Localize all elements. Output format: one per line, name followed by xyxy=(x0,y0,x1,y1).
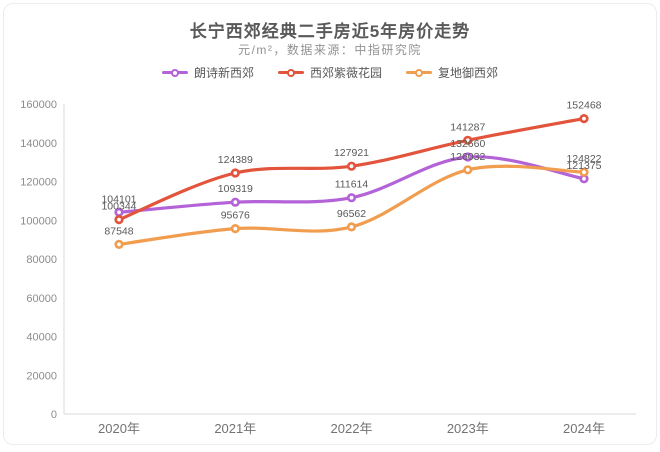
legend-item-2[interactable]: 西郊紫薇花园 xyxy=(277,64,382,81)
data-point-label: 109319 xyxy=(218,183,253,195)
data-point-label: 127921 xyxy=(334,147,369,159)
data-point-center xyxy=(582,116,586,121)
chart-card: 长宁西郊经典二手房近5年房价走势 元/m²，数据来源：中指研究院 朗诗新西郊 西郊… xyxy=(3,3,657,445)
data-point-center xyxy=(349,195,354,200)
data-point-label: 100344 xyxy=(101,201,136,213)
legend-item-3[interactable]: 复地御西郊 xyxy=(406,64,498,81)
data-point-center xyxy=(582,170,586,175)
data-point-center xyxy=(349,225,354,229)
y-tick-label: 80000 xyxy=(26,254,57,266)
chart-title: 长宁西郊经典二手房近5年房价走势 xyxy=(189,22,471,41)
data-point-center xyxy=(117,210,121,215)
x-axis-label: 2022年 xyxy=(331,421,373,436)
data-point-center xyxy=(349,164,354,169)
y-tick-label: 120000 xyxy=(20,177,57,189)
data-point-label: 152468 xyxy=(566,100,601,112)
legend-label: 复地御西郊 xyxy=(438,66,499,80)
data-point-center xyxy=(233,171,238,175)
data-point-label: 124822 xyxy=(566,153,601,165)
x-axis-label: 2020年 xyxy=(98,421,140,436)
line-chart: 0 20000 40000 60000 80000 100000 120000 140000 1… xyxy=(20,99,636,436)
data-point-center xyxy=(233,226,238,231)
legend-dot-icon xyxy=(170,68,179,77)
data-point-center xyxy=(465,167,470,172)
data-point-center xyxy=(117,217,121,222)
y-tick-label: 20000 xyxy=(26,370,57,382)
chart-subtitle: 元/m²，数据来源：中指研究院 xyxy=(238,43,422,57)
data-point-center xyxy=(465,155,470,159)
legend-dot-icon xyxy=(415,68,423,77)
data-point-center xyxy=(117,242,121,247)
y-tick-label: 0 xyxy=(51,409,57,421)
chart-legend: 朗诗新西郊 西郊紫薇花园 复地御西郊 xyxy=(4,64,656,81)
data-point-label: 124389 xyxy=(218,154,253,166)
legend-label: 西郊紫薇花园 xyxy=(309,66,382,80)
data-point-label: 141287 xyxy=(450,121,485,133)
y-tick-label: 140000 xyxy=(20,138,57,150)
x-axis-label: 2023年 xyxy=(447,421,489,436)
x-axis-label: 2021年 xyxy=(214,421,256,436)
data-point-label: 104101 xyxy=(101,193,136,205)
y-tick-label: 40000 xyxy=(26,332,57,344)
y-tick-label: 60000 xyxy=(26,293,57,305)
legend-label: 朗诗新西郊 xyxy=(193,66,254,80)
data-point-center xyxy=(465,138,470,143)
data-point-label: 121375 xyxy=(566,160,601,172)
legend-line-dot-icon xyxy=(406,68,432,77)
y-tick-label: 160000 xyxy=(20,99,57,111)
x-axis-label: 2024年 xyxy=(563,421,605,436)
legend-dot-icon xyxy=(286,68,295,77)
data-point-label: 96562 xyxy=(337,208,366,220)
legend-line-dot-icon xyxy=(161,68,188,77)
data-point-label: 87548 xyxy=(104,225,133,237)
data-point-label: 126032 xyxy=(450,151,485,163)
y-tick-label: 100000 xyxy=(20,215,57,227)
legend-line-dot-icon xyxy=(277,68,304,77)
data-point-center xyxy=(233,200,238,205)
data-point-label: 132660 xyxy=(450,138,485,150)
data-point-label: 95676 xyxy=(221,210,250,222)
data-point-center xyxy=(582,176,586,181)
legend-item-1[interactable]: 朗诗新西郊 xyxy=(161,64,254,81)
data-point-label: 111614 xyxy=(335,179,369,191)
